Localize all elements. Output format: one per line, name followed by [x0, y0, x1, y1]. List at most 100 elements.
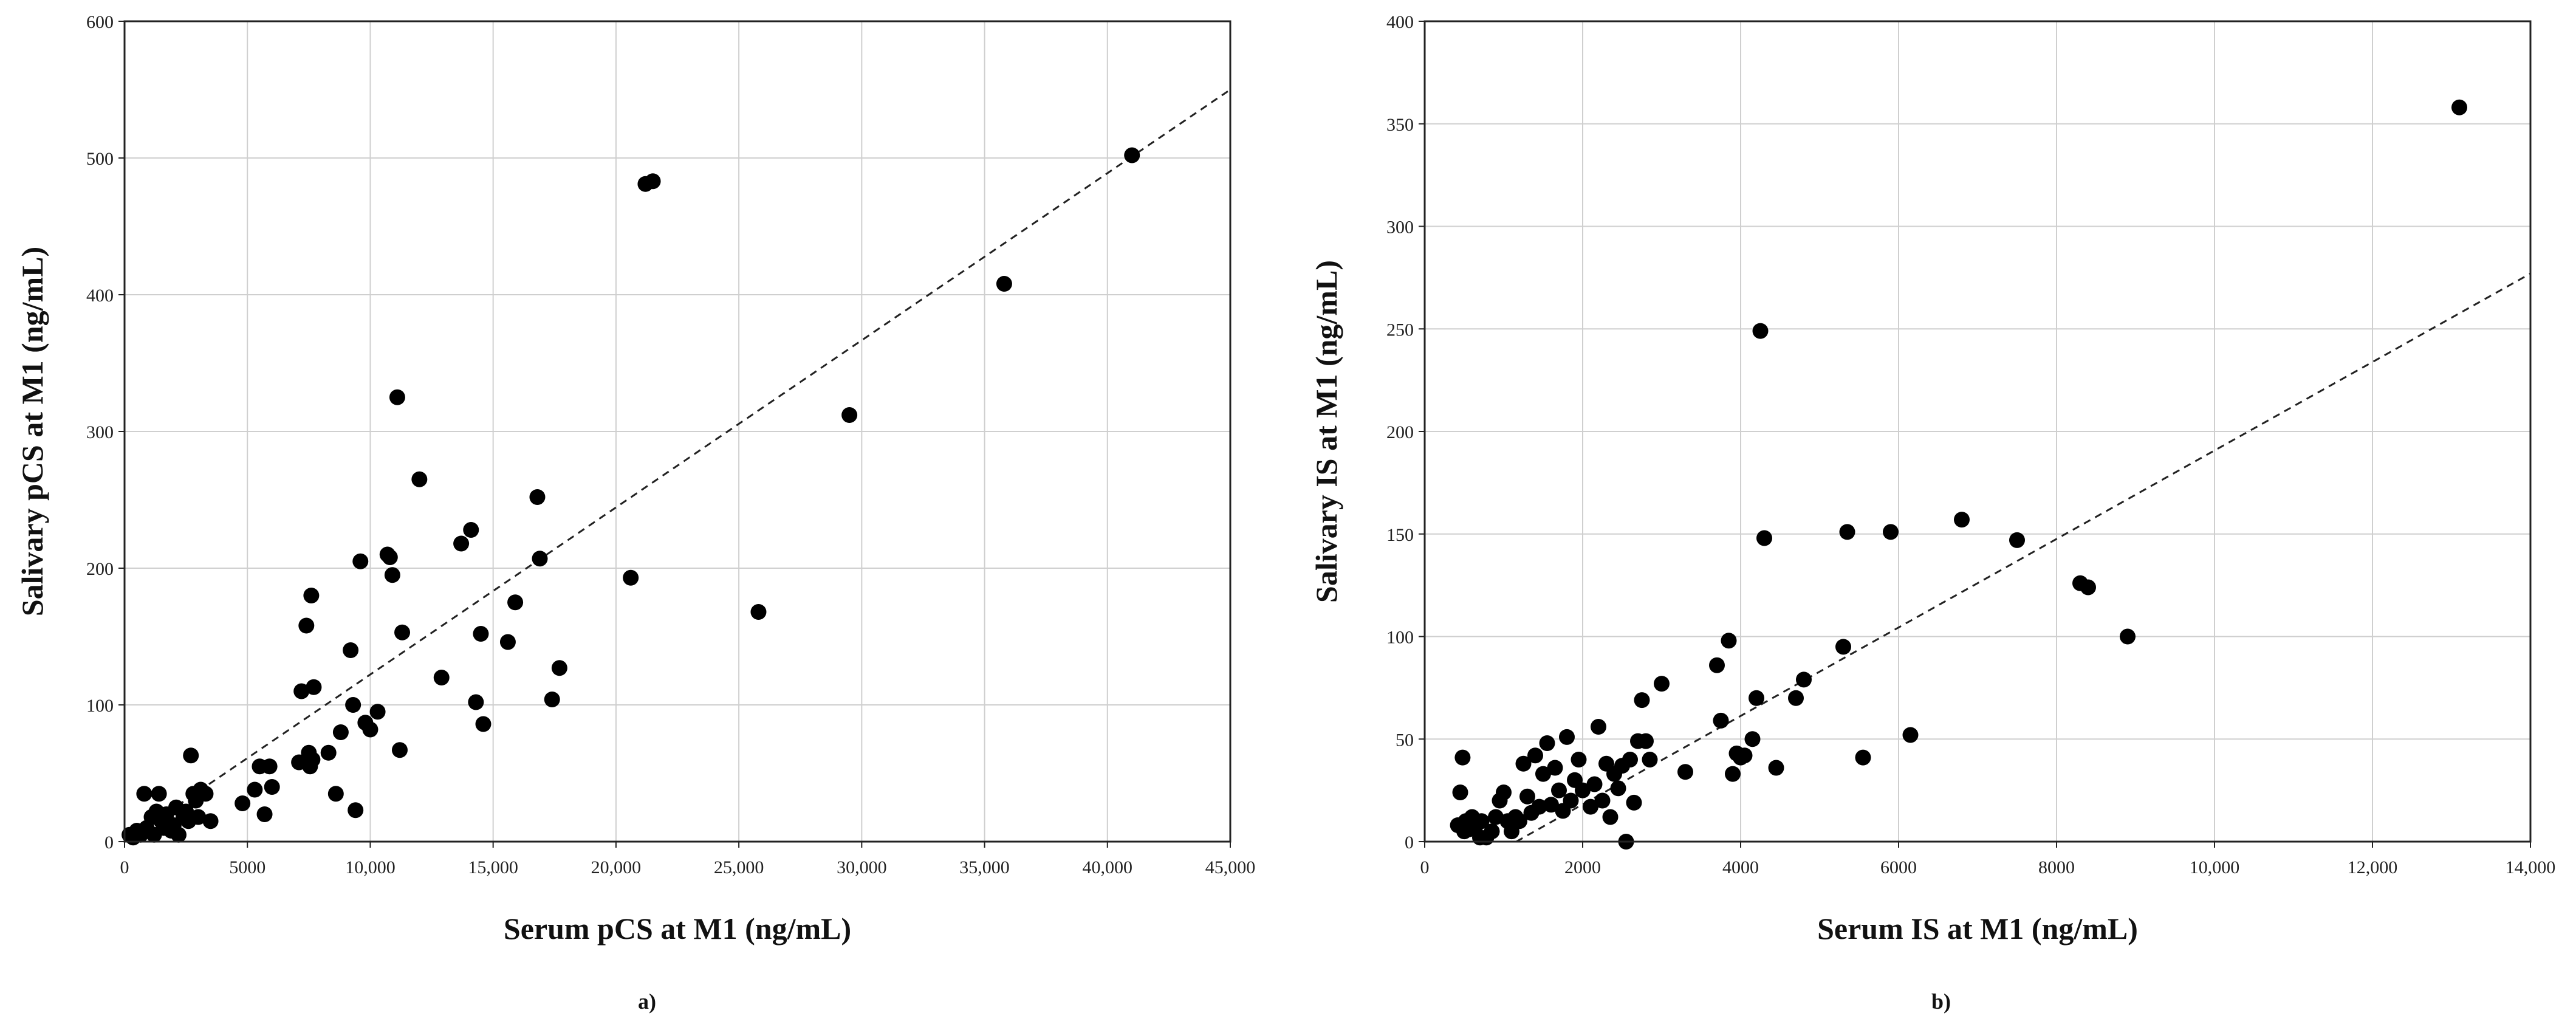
data-point [1124, 147, 1140, 163]
y-tick-label: 200 [1386, 422, 1414, 442]
data-point [475, 716, 492, 732]
x-tick-label: 45,000 [1205, 857, 1256, 877]
data-point [411, 471, 428, 487]
y-tick-label: 600 [86, 12, 114, 32]
x-tick-label: 20,000 [591, 857, 642, 877]
data-point [1551, 782, 1567, 798]
data-point [190, 809, 207, 825]
x-tick-label: 30,000 [837, 857, 887, 877]
y-tick-label: 200 [86, 559, 114, 579]
data-point [348, 802, 364, 819]
data-point [1902, 727, 1919, 743]
x-tick-label: 40,000 [1083, 857, 1133, 877]
data-point [1602, 809, 1619, 825]
panel-label-a: a) [638, 989, 656, 1014]
y-tick-label: 400 [1386, 12, 1414, 32]
data-point [1571, 752, 1587, 767]
trend-line [1515, 272, 2531, 843]
x-tick-label: 0 [120, 857, 129, 877]
data-point [1736, 747, 1753, 764]
data-point [1768, 760, 1784, 776]
data-point [1531, 798, 1547, 815]
data-point [1642, 752, 1658, 767]
x-tick-label: 8000 [2038, 857, 2075, 877]
data-point [551, 660, 567, 676]
x-tick-label: 14,000 [2506, 857, 2556, 877]
data-point [1638, 733, 1654, 749]
data-point [1586, 776, 1603, 792]
data-point [1519, 788, 1535, 805]
data-point [1488, 809, 1504, 825]
x-tick-label: 10,000 [2190, 857, 2240, 877]
data-point [332, 724, 349, 740]
y-tick-label: 100 [1386, 628, 1414, 648]
data-point [1713, 712, 1729, 729]
data-point [1954, 512, 1970, 528]
data-point [473, 626, 489, 642]
y-tick-label: 250 [1386, 320, 1414, 340]
data-point [343, 642, 359, 658]
data-point [1709, 657, 1725, 673]
data-point [1610, 780, 1626, 797]
data-point [1654, 676, 1670, 692]
data-point [306, 679, 322, 695]
data-point [1535, 766, 1551, 782]
x-tick-label: 25,000 [714, 857, 764, 877]
data-point [1547, 760, 1563, 776]
data-point [183, 747, 199, 764]
data-point [256, 806, 273, 822]
data-point [1543, 797, 1559, 813]
x-tick-label: 2000 [1564, 857, 1601, 877]
data-point [2120, 628, 2136, 645]
data-point [1883, 524, 1899, 540]
y-tick-label: 500 [86, 149, 114, 169]
y-tick-label: 100 [86, 696, 114, 716]
data-point [369, 704, 386, 720]
data-point [1515, 755, 1532, 772]
data-point [499, 634, 516, 650]
data-point [1788, 690, 1804, 706]
data-point [1563, 792, 1579, 809]
data-point [1512, 813, 1527, 829]
data-point [645, 173, 661, 190]
data-point [261, 758, 278, 775]
y-tick-label: 350 [1386, 115, 1414, 135]
x-tick-label: 5000 [229, 857, 265, 877]
data-point [1744, 731, 1761, 747]
data-point [1591, 719, 1606, 735]
x-tick-label: 15,000 [468, 857, 518, 877]
data-point [1677, 764, 1693, 780]
data-point [362, 721, 379, 738]
data-point [384, 567, 400, 583]
data-point [529, 489, 546, 505]
x-tick-label: 35,000 [959, 857, 1010, 877]
x-axis-title-a: Serum pCS at M1 (ng/mL) [504, 912, 851, 946]
data-point [136, 786, 152, 802]
data-point [1454, 749, 1471, 766]
ticks-a: 0 5000 10,000 15,000 20,000 25,000 30,000 35,00… [86, 12, 1255, 877]
y-tick-label: 300 [86, 422, 114, 442]
data-point [1583, 798, 1598, 815]
data-point [1749, 690, 1764, 706]
chart-panel-b: 0 2000 4000 6000 8000 10,000 12,000 14,000 0 50 10… [1309, 12, 2555, 1014]
data-point [1473, 813, 1490, 829]
data-point [2080, 579, 2096, 596]
y-axis-title-b: Salivary IS at M1 (ng/mL) [1309, 260, 1343, 603]
data-point [1622, 752, 1638, 767]
data-point [345, 697, 361, 713]
data-point [433, 670, 450, 685]
data-point [303, 588, 320, 603]
data-point [382, 549, 398, 565]
data-point [1725, 766, 1741, 782]
x-tick-label: 0 [1420, 857, 1430, 877]
data-point [293, 683, 310, 699]
data-point [1855, 749, 1871, 766]
y-tick-label: 300 [1386, 218, 1414, 238]
y-tick-label: 0 [1405, 833, 1414, 853]
grid-a [125, 21, 1230, 842]
data-point [1721, 633, 1737, 649]
grid-b [1425, 21, 2530, 842]
data-point [247, 781, 263, 798]
y-axis-title-a: Salivary pCS at M1 (ng/mL) [15, 247, 49, 616]
